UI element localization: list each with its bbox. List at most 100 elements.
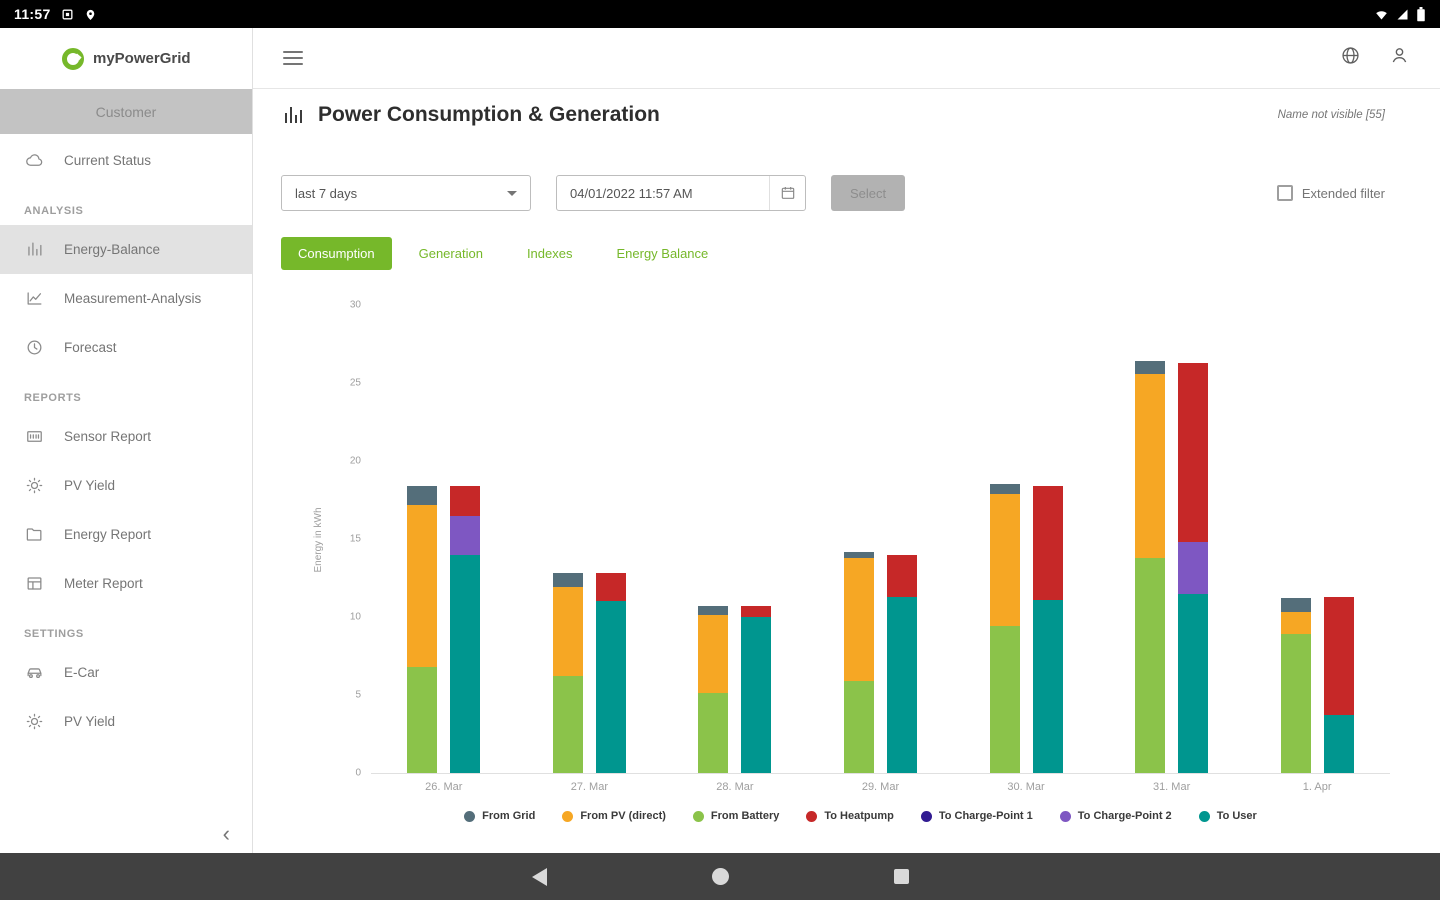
sidebar-item-label: Energy-Balance <box>64 242 161 257</box>
sidebar-customer-header[interactable]: Customer <box>0 89 252 134</box>
segment-to-heatpump <box>1323 596 1354 716</box>
sun-icon <box>24 476 44 496</box>
legend-item-to-charge-point-1[interactable]: To Charge-Point 1 <box>920 810 1033 822</box>
sidebar-item-label: Meter Report <box>64 576 143 591</box>
sun-icon <box>24 712 44 732</box>
sidebar-item-forecast[interactable]: Forecast <box>0 323 252 372</box>
bar-group-28-mar: 28. Mar <box>698 606 772 793</box>
segment-to-heatpump <box>1032 485 1063 600</box>
user-icon[interactable] <box>1389 45 1410 71</box>
legend-item-from-grid[interactable]: From Grid <box>464 810 535 822</box>
date-value: 04/01/2022 11:57 AM <box>570 185 693 201</box>
segment-from-grid <box>989 484 1020 494</box>
sources-bar <box>1280 598 1311 773</box>
legend-item-to-heatpump[interactable]: To Heatpump <box>806 810 894 822</box>
brand-logo-icon <box>62 47 84 70</box>
folder-icon <box>24 525 44 545</box>
android-nav-bar <box>0 853 1440 900</box>
sidebar-item-pv-yield[interactable]: PV Yield <box>0 461 252 510</box>
segment-from-battery <box>843 680 874 773</box>
legend-item-to-charge-point-2[interactable]: To Charge-Point 2 <box>1059 810 1172 822</box>
extended-filter[interactable]: Extended filter <box>1276 185 1385 201</box>
status-time: 11:57 <box>14 6 51 22</box>
x-tick-label: 28. Mar <box>716 781 754 793</box>
sinks-bar <box>450 485 481 773</box>
y-tick: 15 <box>349 533 361 545</box>
sinks-bar <box>886 554 917 773</box>
segment-to-heatpump <box>1178 362 1209 543</box>
segment-from-pv-direct <box>843 557 874 681</box>
sidebar-collapse-button[interactable]: ‹ <box>222 821 230 846</box>
legend-label: From Grid <box>482 810 536 822</box>
sidebar-item-label: PV Yield <box>64 714 116 729</box>
clock-icon <box>24 338 44 358</box>
tab-indexes[interactable]: Indexes <box>526 246 573 261</box>
legend-label: To Heatpump <box>824 810 894 822</box>
y-tick: 30 <box>349 299 361 311</box>
globe-icon[interactable] <box>1340 45 1361 71</box>
extended-filter-checkbox[interactable] <box>1276 185 1293 201</box>
content: Power Consumption & Generation Name not … <box>253 89 1440 853</box>
sensor-icon <box>24 427 44 447</box>
sources-bar <box>552 573 583 773</box>
page-title: Power Consumption & Generation <box>318 103 660 126</box>
sidebar-item-measurement-analysis[interactable]: Measurement-Analysis <box>0 274 252 323</box>
sidebar-item-e-car[interactable]: E-Car <box>0 648 252 697</box>
y-tick: 10 <box>349 611 361 623</box>
tab-consumption[interactable]: Consumption <box>281 237 392 270</box>
sidebar-item-energy-report[interactable]: Energy Report <box>0 510 252 559</box>
sidebar: myPowerGrid Customer Current Status ANALY… <box>0 28 253 853</box>
location-pin-icon <box>84 8 97 21</box>
bar-group-30-mar: 30. Mar <box>989 484 1063 793</box>
segment-to-user <box>595 601 626 773</box>
customer-name-note: Name not visible [55] <box>1277 109 1385 121</box>
bar-group-26-mar: 26. Mar <box>407 485 481 793</box>
x-tick-label: 29. Mar <box>861 781 900 793</box>
segment-to-user <box>886 596 917 773</box>
topbar <box>253 28 1440 89</box>
tab-generation[interactable]: Generation <box>418 246 483 261</box>
segment-to-charge-point-2 <box>1178 542 1209 594</box>
legend-item-from-pv-direct[interactable]: From PV (direct) <box>562 810 666 822</box>
bar-group-31-mar: 31. Mar <box>1135 361 1209 793</box>
sidebar-item-pv-yield[interactable]: PV Yield <box>0 697 252 746</box>
date-range-select[interactable]: last 7 days <box>281 175 531 211</box>
line-chart-icon <box>24 289 44 309</box>
calendar-icon[interactable] <box>769 176 805 210</box>
tab-energy-balance[interactable]: Energy Balance <box>616 246 709 261</box>
sidebar-section-analysis: ANALYSIS <box>24 205 84 217</box>
legend-dot <box>806 810 818 822</box>
menu-icon[interactable] <box>283 47 303 69</box>
segment-from-pv-direct <box>989 493 1020 627</box>
recents-button-icon[interactable] <box>893 869 909 884</box>
sidebar-section-settings: SETTINGS <box>24 628 84 640</box>
chart-plot-area: Energy in kWh 0 5 10 15 20 25 30 26. Mar 27. Ma… <box>313 300 1390 793</box>
legend-dot <box>1059 810 1071 822</box>
tabs: Consumption Generation Indexes Energy Balan… <box>281 237 1440 270</box>
bar-chart-icon <box>24 240 44 260</box>
sinks-bar <box>741 606 772 773</box>
sidebar-item-current-status[interactable]: Current Status <box>0 136 252 185</box>
sinks-bar <box>1032 485 1063 773</box>
sources-bar <box>1135 361 1166 773</box>
brand[interactable]: myPowerGrid <box>0 28 252 89</box>
back-button-icon[interactable] <box>531 867 547 886</box>
x-tick-label: 30. Mar <box>1007 781 1045 793</box>
legend-dot <box>562 810 574 822</box>
legend-item-to-user[interactable]: To User <box>1198 810 1257 822</box>
sinks-bar <box>595 573 626 773</box>
bar-group-27-mar: 27. Mar <box>552 573 626 793</box>
legend-label: From Battery <box>710 810 780 822</box>
sidebar-item-energy-balance[interactable]: Energy-Balance <box>0 225 252 274</box>
sidebar-item-sensor-report[interactable]: Sensor Report <box>0 412 252 461</box>
sidebar-item-label: Sensor Report <box>64 429 152 444</box>
select-button[interactable]: Select <box>831 175 906 211</box>
segment-to-user <box>1032 599 1063 773</box>
date-field[interactable]: 04/01/2022 11:57 AM <box>556 175 806 211</box>
legend-item-from-battery[interactable]: From Battery <box>692 810 780 822</box>
segment-from-grid <box>843 551 874 558</box>
sidebar-item-meter-report[interactable]: Meter Report <box>0 559 252 608</box>
segment-from-grid <box>407 485 438 505</box>
home-button-icon[interactable] <box>711 868 729 885</box>
